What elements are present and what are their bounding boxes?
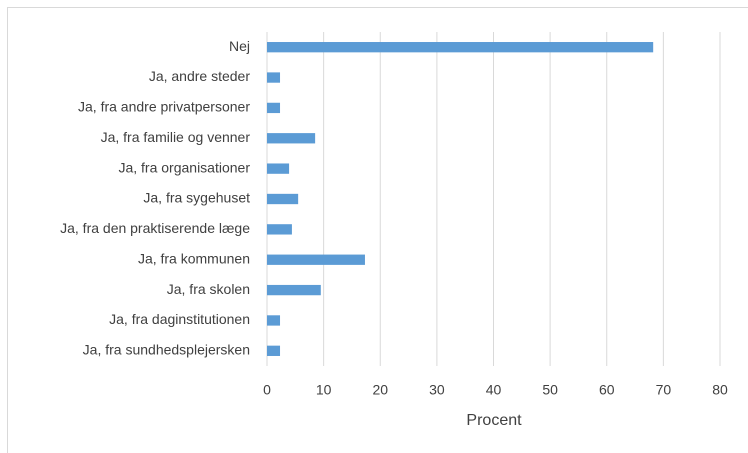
y-tick-label: Ja, fra kommunen xyxy=(138,250,250,266)
x-tick-label: 30 xyxy=(429,382,445,398)
x-tick-label: 40 xyxy=(486,382,502,398)
y-tick-label: Ja, fra sygehuset xyxy=(143,190,250,206)
y-tick-label: Ja, fra den praktiserende læge xyxy=(60,220,250,236)
bar xyxy=(267,102,281,114)
x-tick-label: 80 xyxy=(712,382,728,398)
y-tick-label: Ja, fra organisationer xyxy=(118,159,250,175)
bar xyxy=(267,72,281,83)
bar xyxy=(267,42,654,53)
y-tick-label: Ja, fra sundhedsplejersken xyxy=(83,342,250,358)
x-tick-label: 50 xyxy=(542,382,558,398)
bar xyxy=(267,163,290,174)
x-tick-label: 70 xyxy=(656,382,672,398)
x-tick-label: 20 xyxy=(372,382,388,398)
x-axis-label: Procent xyxy=(466,412,522,429)
y-tick-label: Ja, fra daginstitutionen xyxy=(109,311,250,327)
y-tick-label: Ja, andre steder xyxy=(149,68,251,84)
y-tick-label: Ja, fra familie og venner xyxy=(101,129,251,145)
x-tick-label: 60 xyxy=(599,382,615,398)
bar xyxy=(267,193,299,205)
bar xyxy=(267,284,321,296)
x-tick-label: 0 xyxy=(263,382,271,398)
x-tick-label: 10 xyxy=(316,382,332,398)
bar xyxy=(267,224,292,235)
bar xyxy=(267,133,316,144)
bar xyxy=(267,315,281,326)
y-tick-label: Ja, fra andre privatpersoner xyxy=(78,99,250,115)
y-tick-label: Ja, fra skolen xyxy=(167,281,250,297)
y-tick-label: Nej xyxy=(229,38,250,54)
bar xyxy=(267,254,365,265)
chart-frame xyxy=(7,7,748,453)
bar xyxy=(267,345,281,356)
